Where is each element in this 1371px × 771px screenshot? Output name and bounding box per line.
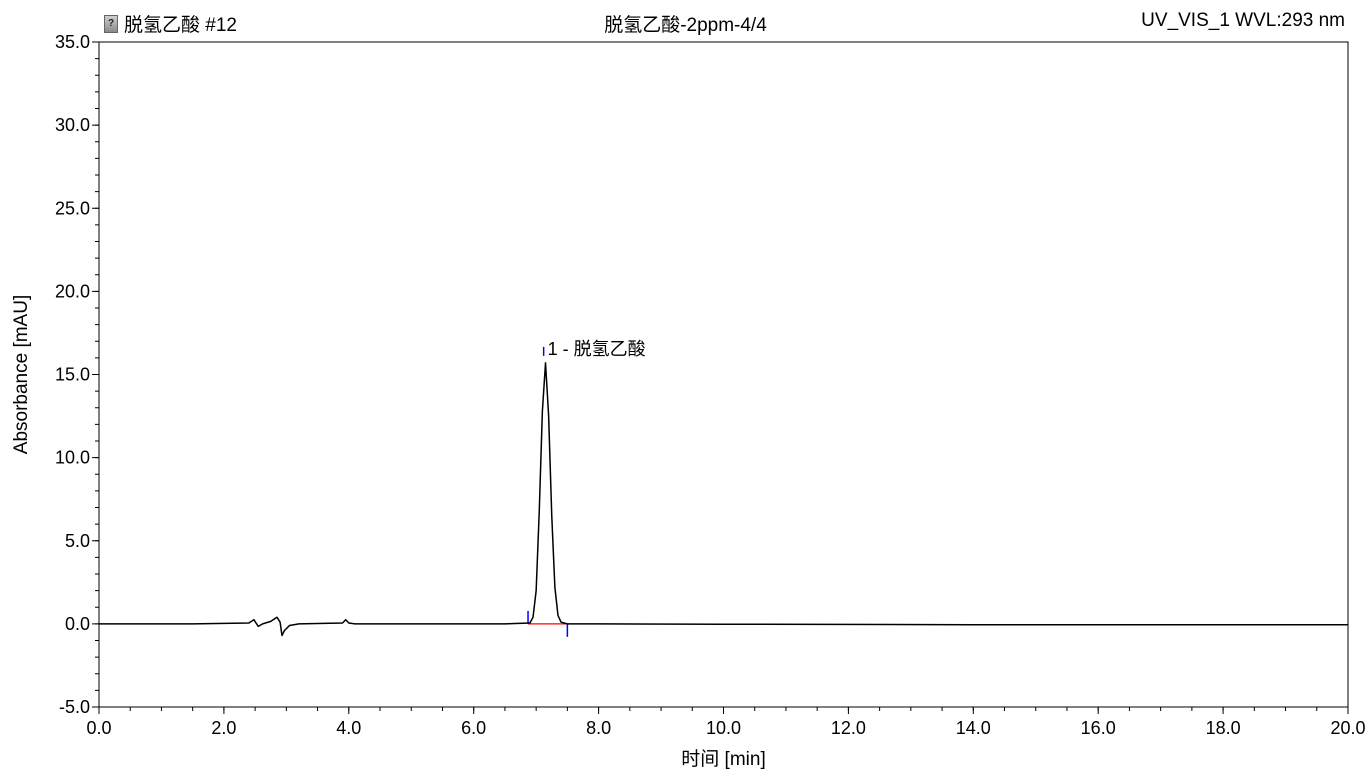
x-tick-label: 8.0 [586, 718, 611, 738]
x-tick-label: 14.0 [956, 718, 991, 738]
y-tick-label: 5.0 [65, 531, 90, 551]
x-tick-label: 16.0 [1081, 718, 1116, 738]
y-tick-label: 35.0 [55, 32, 90, 52]
x-tick-label: 0.0 [86, 718, 111, 738]
y-tick-label: 30.0 [55, 115, 90, 135]
plot-frame [98, 41, 1349, 708]
y-tick-label: -5.0 [59, 697, 90, 717]
chromatogram-trace [99, 362, 1348, 637]
y-tick-label: 25.0 [55, 198, 90, 218]
y-axis-label: Absorbance [mAU] [11, 295, 32, 454]
peak-label: 1 - 脱氢乙酸 [548, 339, 646, 359]
x-tick-label: 2.0 [211, 718, 236, 738]
y-tick-label: 15.0 [55, 365, 90, 385]
x-axis-label: 时间 [min] [681, 748, 765, 770]
x-tick-label: 4.0 [336, 718, 361, 738]
y-tick-label: 10.0 [55, 448, 90, 468]
x-tick-label: 20.0 [1330, 718, 1365, 738]
chart-title: 脱氢乙酸-2ppm-4/4 [604, 15, 767, 36]
detector-label: UV_VIS_1 WVL:293 nm [1141, 10, 1345, 31]
trace-title-text: 脱氢乙酸 #12 [124, 15, 237, 36]
x-tick-label: 18.0 [1206, 718, 1241, 738]
y-tick-label: 20.0 [55, 281, 90, 301]
y-tick-label: 0.0 [65, 614, 90, 634]
x-tick-label: 12.0 [831, 718, 866, 738]
trace-title: ? 脱氢乙酸 #12 [104, 10, 237, 37]
x-tick-label: 10.0 [706, 718, 741, 738]
x-tick-label: 6.0 [461, 718, 486, 738]
question-icon: ? [104, 14, 118, 33]
